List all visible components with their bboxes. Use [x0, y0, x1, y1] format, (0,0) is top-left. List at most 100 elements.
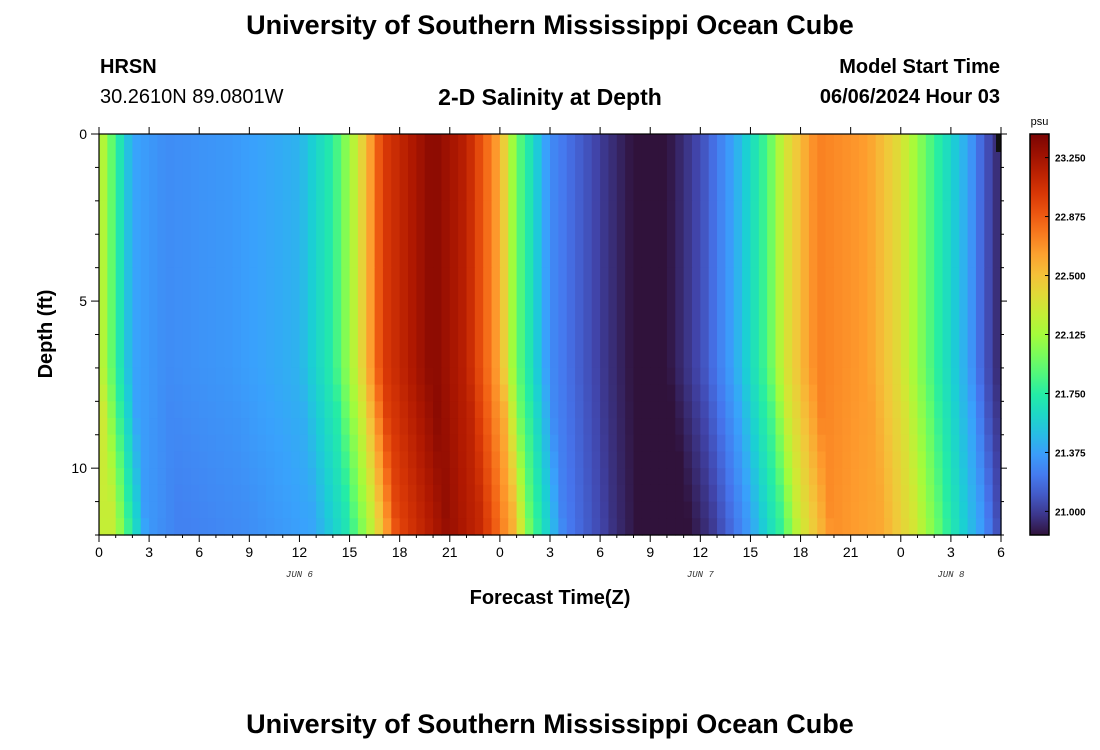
heatmap-cell	[341, 200, 351, 269]
heatmap-cell	[449, 134, 459, 202]
heatmap-cell	[608, 518, 618, 536]
heatmap-cell	[909, 334, 919, 369]
heatmap-cell	[608, 134, 618, 202]
heatmap-cell	[190, 401, 200, 419]
heatmap-cell	[299, 434, 309, 453]
heatmap-cell	[132, 267, 142, 336]
heatmap-cell	[591, 384, 601, 402]
heatmap-cell	[608, 267, 618, 336]
heatmap-cell	[608, 468, 618, 486]
heatmap-cell	[182, 484, 192, 503]
heatmap-cell	[299, 334, 309, 369]
heatmap-cell	[750, 334, 760, 369]
heatmap-cell	[625, 134, 635, 202]
heatmap-cell	[817, 401, 827, 419]
heatmap-cell	[683, 200, 693, 269]
heatmap-cell	[733, 434, 743, 453]
heatmap-cell	[382, 501, 392, 519]
colorbar-tick-label: 22.875	[1055, 213, 1086, 224]
heatmap-cell	[925, 367, 935, 386]
heatmap-cell	[608, 434, 618, 453]
date-label: JUN 8	[937, 570, 965, 580]
heatmap-cell	[967, 468, 977, 486]
heatmap-cell	[725, 134, 735, 202]
heatmap-cell	[274, 468, 284, 486]
heatmap-cell	[566, 267, 576, 336]
heatmap-cell	[416, 451, 426, 469]
heatmap-cell	[867, 518, 877, 536]
heatmap-cell	[140, 200, 150, 269]
heatmap-cell	[600, 451, 610, 469]
heatmap-cell	[182, 468, 192, 486]
heatmap-cell	[917, 384, 927, 402]
heatmap-cell	[583, 518, 593, 536]
heatmap-cell	[575, 267, 585, 336]
heatmap-cell	[767, 384, 777, 402]
heatmap-cell	[124, 267, 134, 336]
heatmap-cell	[917, 367, 927, 386]
heatmap-cell	[424, 134, 434, 202]
heatmap-cell	[533, 384, 543, 402]
heatmap-cell	[316, 484, 326, 503]
heatmap-cell	[149, 200, 159, 269]
heatmap-cell	[950, 501, 960, 519]
heatmap-cell	[616, 468, 626, 486]
heatmap-cell	[149, 468, 159, 486]
heatmap-cell	[725, 451, 735, 469]
heatmap-cell	[591, 267, 601, 336]
heatmap-cell	[224, 367, 234, 386]
heatmap-cells	[99, 134, 1002, 536]
heatmap-cell	[984, 501, 994, 519]
heatmap-cell	[282, 384, 292, 402]
heatmap-cell	[658, 384, 668, 402]
heatmap-cell	[842, 484, 852, 503]
heatmap-cell	[683, 484, 693, 503]
heatmap-cell	[717, 401, 726, 419]
heatmap-cell	[232, 134, 242, 202]
heatmap-cell	[892, 518, 902, 536]
heatmap-cell	[550, 434, 559, 453]
heatmap-cell	[708, 367, 718, 386]
heatmap-cell	[524, 501, 534, 519]
heatmap-cell	[132, 418, 142, 436]
heatmap-cell	[474, 484, 484, 503]
heatmap-cell	[99, 367, 108, 386]
heatmap-cell	[708, 484, 718, 503]
heatmap-cell	[683, 134, 693, 202]
heatmap-cell	[107, 200, 117, 269]
heatmap-cell	[149, 384, 159, 402]
heatmap-cell	[424, 518, 434, 536]
heatmap-cell	[975, 384, 985, 402]
heatmap-cell	[349, 434, 359, 453]
heatmap-cell	[391, 334, 401, 369]
heatmap-cell	[633, 434, 643, 453]
heatmap-cell	[516, 518, 526, 536]
heatmap-cell	[900, 401, 910, 419]
heatmap-cell	[157, 384, 167, 402]
heatmap-cell	[616, 384, 626, 402]
heatmap-cell	[399, 267, 409, 336]
heatmap-cell	[608, 384, 618, 402]
heatmap-cell	[215, 401, 225, 419]
heatmap-cell	[483, 401, 493, 419]
heatmap-cell	[591, 401, 601, 419]
heatmap-cell	[107, 267, 117, 336]
heatmap-cell	[307, 468, 317, 486]
heatmap-cell	[842, 134, 852, 202]
heatmap-cell	[608, 501, 618, 519]
heatmap-cell	[149, 451, 159, 469]
heatmap-cell	[307, 484, 317, 503]
heatmap-cell	[140, 334, 150, 369]
footer-title: University of Southern Mississippi Ocean…	[246, 709, 854, 739]
heatmap-cell	[959, 401, 969, 419]
heatmap-cell	[700, 468, 710, 486]
heatmap-cell	[850, 518, 860, 536]
heatmap-cell	[992, 451, 1002, 469]
heatmap-cell	[566, 367, 576, 386]
heatmap-cell	[399, 451, 409, 469]
heatmap-cell	[474, 367, 484, 386]
heatmap-cell	[366, 434, 376, 453]
x-tick-label: 12	[693, 544, 709, 560]
heatmap-cell	[140, 501, 150, 519]
